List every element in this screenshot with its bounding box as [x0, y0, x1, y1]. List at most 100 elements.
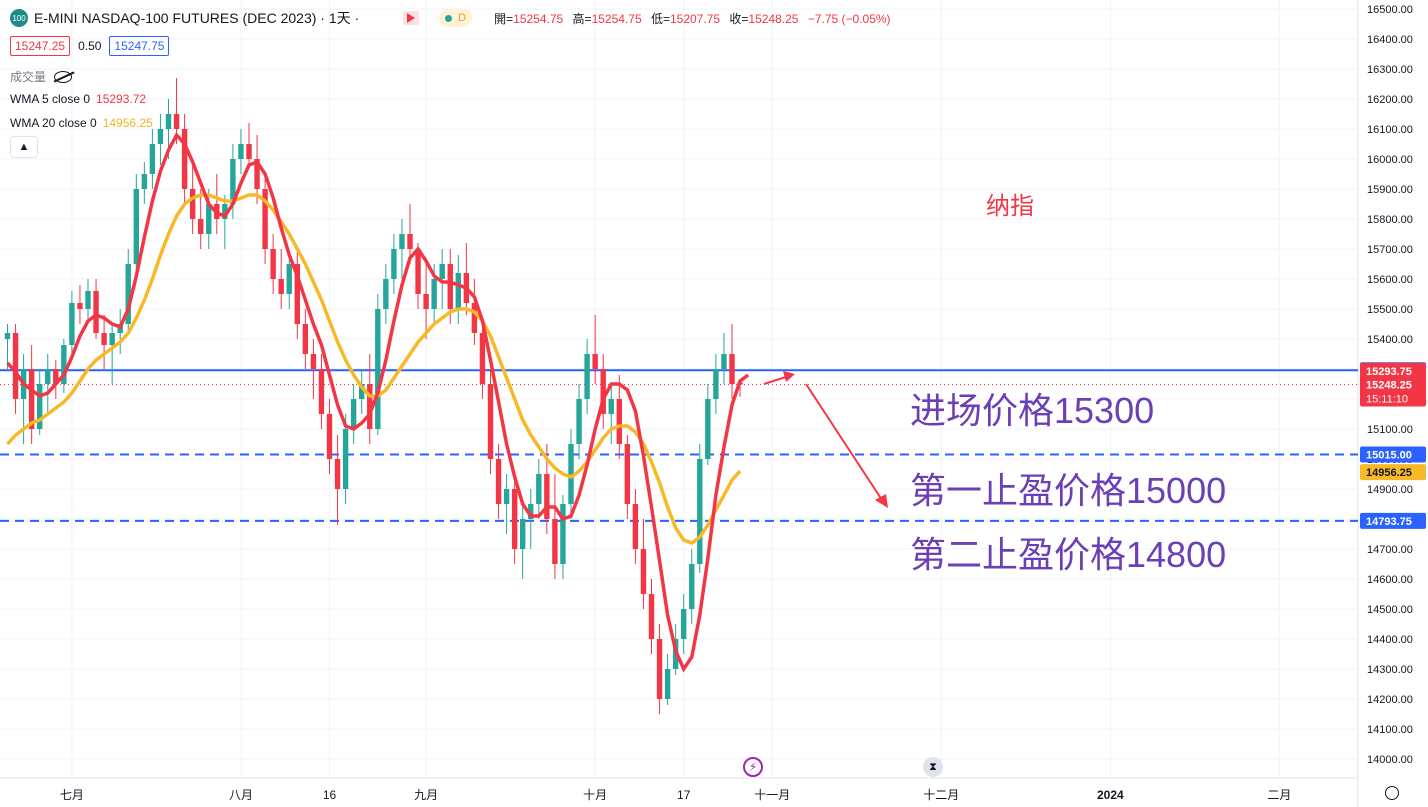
- tag-last-text: 15248.25: [1366, 380, 1412, 392]
- flag-icon[interactable]: [403, 11, 420, 25]
- tag-hline-3-text: 14793.75: [1366, 516, 1412, 528]
- candle-body: [246, 144, 252, 159]
- x-tick-label: 九月: [414, 788, 438, 802]
- y-tick-label: 14400.00: [1367, 634, 1413, 646]
- tag-wma20-text: 14956.25: [1366, 467, 1412, 479]
- tag-wma20: [1360, 464, 1426, 481]
- candle-body: [511, 489, 518, 549]
- candle-body: [286, 264, 292, 294]
- annotation-tp1: 第一止盈价格15000: [910, 470, 1227, 511]
- candle-body: [431, 279, 437, 309]
- candle-body: [689, 564, 695, 609]
- symbol-badge[interactable]: 100: [10, 9, 28, 27]
- buy-button[interactable]: 15247.75: [109, 36, 170, 56]
- candle-body: [576, 399, 582, 444]
- candle-body: [528, 504, 534, 519]
- y-tick-label: 16300.00: [1367, 64, 1413, 76]
- y-tick-label: 15400.00: [1367, 334, 1413, 346]
- tag-hline-2-text: 15015.00: [1366, 450, 1412, 462]
- candle-body: [423, 294, 429, 309]
- candle-body: [181, 129, 188, 189]
- candle-body: [326, 414, 333, 459]
- collapse-legend-button[interactable]: ▲: [10, 136, 38, 158]
- y-tick-label: 16400.00: [1367, 34, 1413, 46]
- candle-body: [37, 384, 43, 429]
- eye-hidden-icon[interactable]: [54, 70, 73, 83]
- candle-body: [471, 303, 478, 333]
- horizontal-lines: [0, 369, 1358, 522]
- candle-body: [133, 189, 139, 264]
- price-tags: 15295.7515293.7515248.2515:11:1015015.00…: [1360, 362, 1426, 529]
- candle-body: [495, 459, 502, 504]
- candle-body: [262, 189, 268, 249]
- y-tick-label: 16100.00: [1367, 124, 1413, 136]
- tag-wma5-text: 15293.75: [1366, 366, 1412, 378]
- candle-body: [447, 264, 453, 309]
- candle-body: [616, 399, 622, 444]
- tag-hline-2: [1360, 446, 1426, 463]
- candle-body: [367, 384, 373, 429]
- wma20-line: [6, 193, 742, 545]
- candle-body: [487, 384, 494, 459]
- candle-body: [278, 279, 284, 294]
- candle-body: [681, 609, 687, 639]
- symbol-title[interactable]: E-MINI NASDAQ-100 FUTURES (DEC 2023) · 1…: [34, 10, 360, 26]
- candle-body: [359, 384, 365, 399]
- y-tick-label: 15700.00: [1367, 244, 1413, 256]
- candle-body: [206, 204, 212, 234]
- candle-body: [61, 345, 67, 384]
- candle-body: [407, 234, 413, 249]
- candle-body: [77, 303, 83, 309]
- y-tick-label: 15600.00: [1367, 274, 1413, 286]
- x-tick-label: 十月: [583, 788, 607, 802]
- candle-body: [45, 369, 51, 384]
- candle-body: [729, 354, 735, 384]
- annotation-title: 纳指: [986, 193, 1034, 220]
- arrow-target-shaft: [805, 383, 883, 501]
- candle-body: [318, 369, 325, 414]
- candle-body: [439, 264, 445, 279]
- candle-body: [310, 354, 317, 369]
- lightning-icon[interactable]: ⚡: [743, 757, 763, 777]
- candle-body: [149, 144, 156, 174]
- tag-hline-3: [1360, 512, 1426, 529]
- market-status-badge[interactable]: D: [439, 9, 473, 27]
- hourglass-icon[interactable]: ⧗: [923, 757, 943, 777]
- sell-button[interactable]: 15247.25: [10, 36, 71, 56]
- annotation-tp2: 第二止盈价格14800: [910, 534, 1227, 575]
- candle-body: [608, 399, 614, 414]
- candle-body: [544, 474, 550, 519]
- candle-body: [624, 444, 631, 504]
- candle-body: [375, 309, 381, 429]
- y-tick-label: 16200.00: [1367, 94, 1413, 106]
- y-tick-label: 16500.00: [1367, 4, 1413, 16]
- y-tick-label: 14700.00: [1367, 544, 1413, 556]
- candle-body: [520, 519, 526, 549]
- candle-body: [536, 474, 542, 504]
- volume-label[interactable]: 成交量: [10, 70, 47, 84]
- candle-body: [552, 519, 558, 564]
- candle-body: [157, 129, 164, 144]
- candle-body: [560, 504, 566, 564]
- candle-body: [189, 189, 196, 219]
- gear-icon[interactable]: [1385, 786, 1399, 800]
- wma20-legend[interactable]: WMA 20 close 0 14956.25: [10, 116, 153, 130]
- candles: [4, 78, 743, 714]
- candle-body: [109, 333, 115, 345]
- candle-body: [254, 159, 260, 189]
- candle-body: [141, 174, 148, 189]
- candle-body: [705, 399, 711, 459]
- candle-body: [294, 264, 300, 324]
- candle-body: [334, 459, 341, 489]
- annotation-entry: 进场价格15300: [910, 390, 1155, 431]
- x-tick-label: 八月: [229, 788, 253, 802]
- candle-body: [399, 234, 405, 249]
- y-tick-label: 15100.00: [1367, 424, 1413, 436]
- wma5-legend[interactable]: WMA 5 close 0 15293.72: [10, 92, 147, 106]
- candle-body: [173, 114, 180, 129]
- candle-body: [391, 249, 397, 279]
- y-tick-label: 14200.00: [1367, 694, 1413, 706]
- candle-body: [632, 504, 639, 549]
